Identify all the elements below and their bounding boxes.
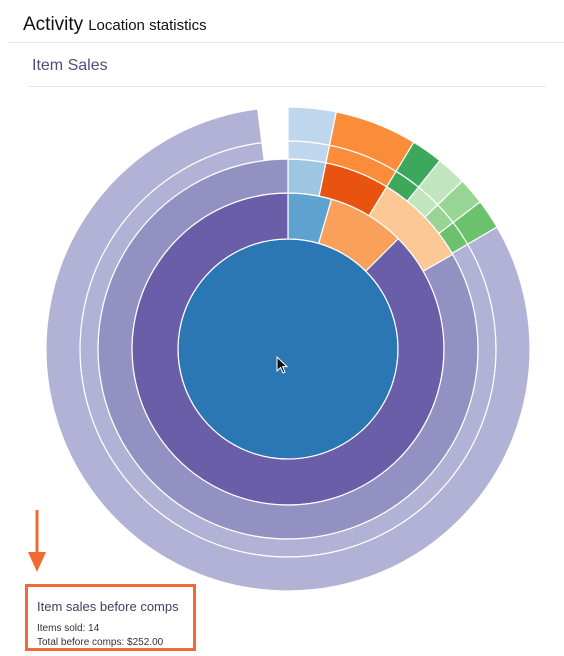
page-header: Activity Location statistics [0,0,564,44]
page-subtitle: Location statistics [88,17,207,34]
mouse-cursor-icon [276,356,288,374]
ring-1 [177,238,399,460]
tooltip-title: Item sales before comps [37,599,179,614]
ring-1-segment-1[interactable] [177,238,399,460]
section-divider [28,86,546,87]
ring-3 [97,158,479,540]
section-title: Item Sales [32,57,108,74]
ring-4 [79,140,497,558]
arrow-down-icon [28,510,46,572]
ring-5 [45,106,531,592]
page-title-text: Activity [23,14,84,35]
ring-5-segment-7[interactable] [45,108,531,592]
ring-2 [131,192,445,506]
page-title: Activity Location statistics [23,13,207,38]
tooltip-total: Total before comps: $252.00 [37,637,164,648]
header-divider [8,42,564,43]
tooltip: Item sales before comps Items sold: 14 T… [25,584,196,651]
ring-5-segment-1[interactable] [287,106,338,146]
tooltip-items-sold: Items sold: 14 [37,623,100,634]
